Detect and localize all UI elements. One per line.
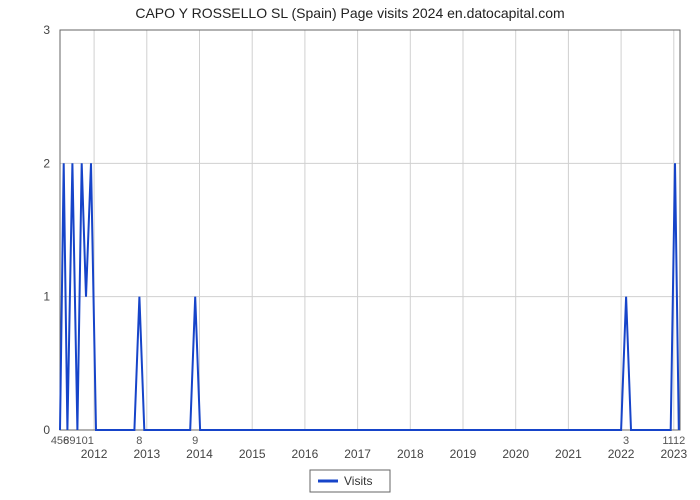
x-tick-label: 2023 (660, 447, 687, 461)
data-point-label: 8 (136, 435, 142, 447)
legend-label: Visits (344, 474, 372, 488)
data-point-label: 3 (623, 435, 629, 447)
x-tick-label: 2012 (81, 447, 108, 461)
data-point-label: 89101 (63, 435, 94, 447)
y-tick-label: 3 (43, 23, 50, 37)
x-tick-label: 2020 (502, 447, 529, 461)
chart-svg: CAPO Y ROSSELLO SL (Spain) Page visits 2… (0, 0, 700, 500)
y-tick-label: 2 (43, 156, 50, 170)
x-tick-label: 2022 (608, 447, 635, 461)
x-tick-label: 2014 (186, 447, 213, 461)
data-point-label: 9 (192, 435, 198, 447)
x-tick-label: 2015 (239, 447, 266, 461)
x-tick-label: 2013 (133, 447, 160, 461)
chart-bg (0, 0, 700, 500)
visits-chart: CAPO Y ROSSELLO SL (Spain) Page visits 2… (0, 0, 700, 500)
x-tick-label: 2019 (450, 447, 477, 461)
x-tick-label: 2018 (397, 447, 424, 461)
x-tick-label: 2021 (555, 447, 582, 461)
x-tick-label: 2017 (344, 447, 371, 461)
y-tick-label: 1 (43, 290, 50, 304)
y-tick-label: 0 (43, 423, 50, 437)
chart-title: CAPO Y ROSSELLO SL (Spain) Page visits 2… (135, 5, 564, 21)
x-tick-label: 2016 (292, 447, 319, 461)
data-point-label: 1112 (662, 435, 685, 447)
